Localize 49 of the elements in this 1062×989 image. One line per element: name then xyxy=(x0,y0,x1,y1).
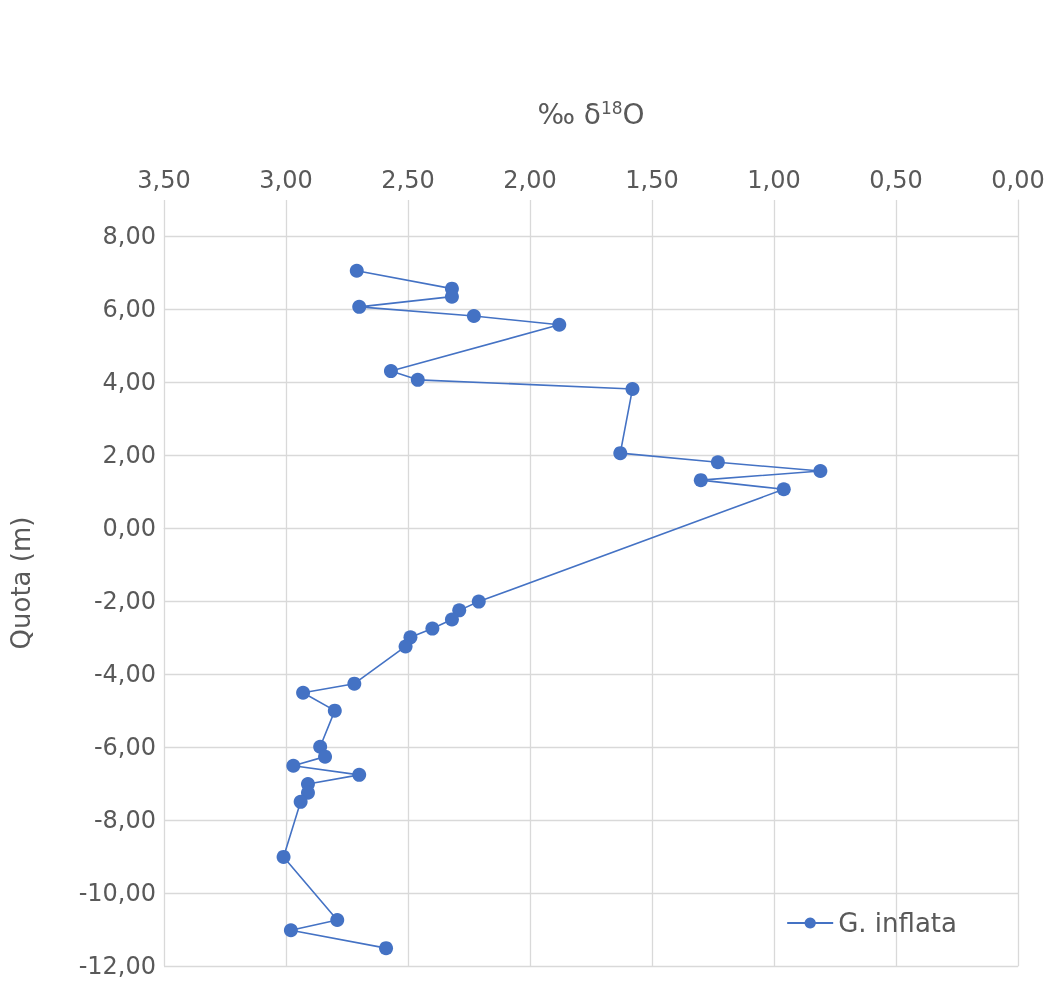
x-tick-label: 1,00 xyxy=(747,166,801,194)
x-tick-label: 0,50 xyxy=(869,166,923,194)
point xyxy=(693,473,708,488)
y-tick-label: -10,00 xyxy=(78,879,156,908)
point xyxy=(318,749,333,764)
point xyxy=(452,603,467,618)
point xyxy=(776,482,791,497)
point xyxy=(283,923,298,938)
point xyxy=(444,612,459,627)
x-tick-label: 2,50 xyxy=(381,166,435,194)
x-tick-label: 0,00 xyxy=(991,166,1045,194)
point xyxy=(352,767,367,782)
y-tick-label: -4,00 xyxy=(93,660,156,689)
y-tick-label: -2,00 xyxy=(93,587,156,616)
y-tick-label: -6,00 xyxy=(93,733,156,762)
x-tick-label: 3,00 xyxy=(259,166,313,194)
point xyxy=(813,464,828,479)
x-tick-label: 1,50 xyxy=(625,166,679,194)
x-tick-label: 3,50 xyxy=(137,166,191,194)
y-tick-label: 8,00 xyxy=(102,222,156,251)
x-tick-label: 2,00 xyxy=(503,166,557,194)
point xyxy=(466,309,481,323)
point xyxy=(327,703,342,718)
y-tick-label: 2,00 xyxy=(102,441,156,470)
point xyxy=(383,364,398,379)
y-tick-label: 4,00 xyxy=(102,368,156,397)
y-tick-label: 6,00 xyxy=(102,295,156,324)
point xyxy=(625,381,640,396)
y-axis-title: Quota (m) xyxy=(6,516,36,650)
point xyxy=(710,455,725,470)
point xyxy=(552,317,567,332)
y-tick-label: -12,00 xyxy=(78,952,156,980)
y-tick-label: 0,00 xyxy=(102,514,156,543)
point xyxy=(398,639,413,654)
point xyxy=(352,299,367,314)
point xyxy=(330,913,345,928)
y-tick-label: -8,00 xyxy=(93,806,156,835)
point xyxy=(286,758,301,773)
point xyxy=(379,941,394,956)
point xyxy=(347,676,362,691)
point xyxy=(293,794,308,809)
point xyxy=(471,594,486,609)
point xyxy=(276,849,291,864)
point xyxy=(410,372,425,387)
point xyxy=(425,621,440,636)
point xyxy=(296,685,311,700)
point xyxy=(349,263,364,278)
point xyxy=(613,446,628,461)
legend-label: G. inflata xyxy=(838,908,958,938)
